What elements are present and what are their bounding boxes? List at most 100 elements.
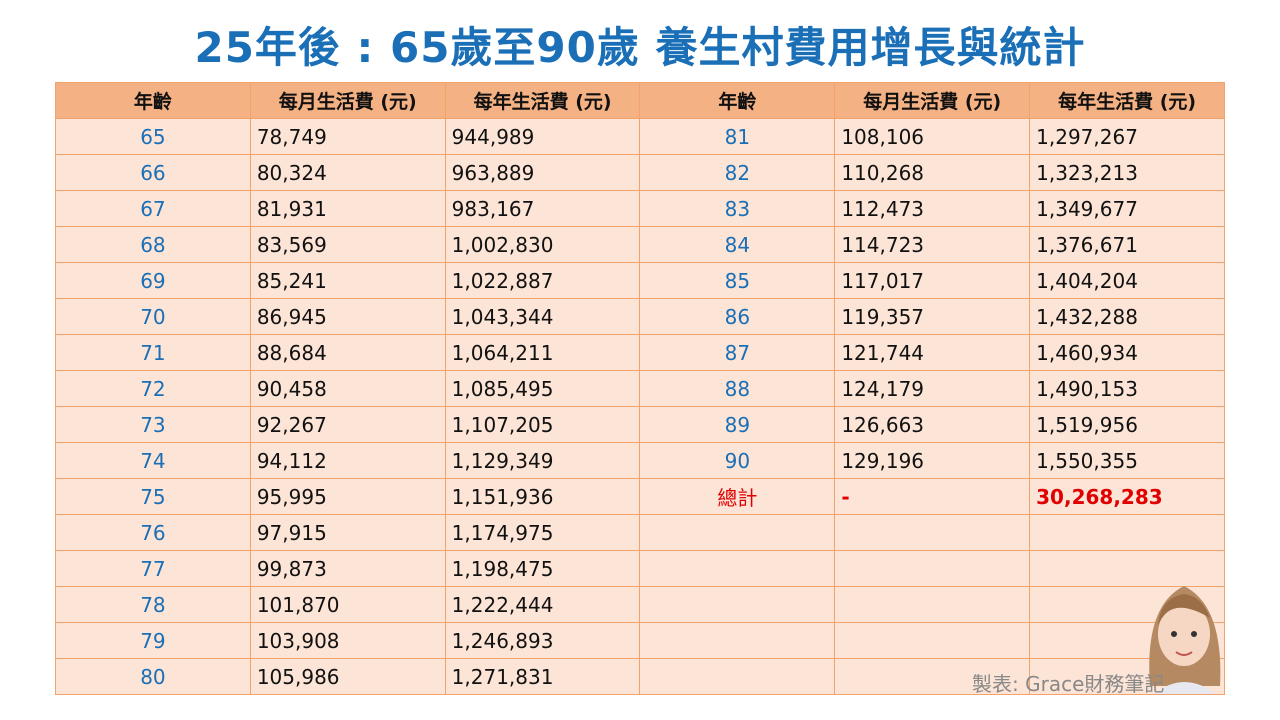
age-cell: 90 — [639, 442, 836, 479]
amount-cell: 1,432,288 — [1029, 298, 1225, 335]
table-row: 69 85,241 1,022,887 85 117,017 1,404,204 — [55, 262, 1225, 299]
age-cell: 89 — [639, 406, 836, 443]
total-label: 總計 — [639, 478, 836, 515]
amount-cell: 1,550,355 — [1029, 442, 1225, 479]
amount-cell: 86,945 — [249, 298, 446, 335]
amount-cell: 1,043,344 — [444, 298, 641, 335]
amount-cell: 124,179 — [834, 370, 1031, 407]
age-cell: 75 — [55, 478, 251, 515]
amount-cell: 1,222,444 — [444, 586, 641, 623]
empty-cell — [834, 514, 1031, 551]
amount-cell: 1,002,830 — [444, 226, 641, 263]
table-row: 71 88,684 1,064,211 87 121,744 1,460,934 — [55, 334, 1225, 371]
amount-cell: 963,889 — [444, 154, 641, 191]
header-cell: 每年生活費 (元) — [444, 82, 641, 119]
age-cell: 67 — [55, 190, 251, 227]
header-cell: 每月生活費 (元) — [249, 82, 446, 119]
table-row: 77 99,873 1,198,475 — [55, 550, 1225, 587]
amount-cell: 944,989 — [444, 118, 641, 155]
age-cell: 76 — [55, 514, 251, 551]
table-row: 66 80,324 963,889 82 110,268 1,323,213 — [55, 154, 1225, 191]
amount-cell: 1,064,211 — [444, 334, 641, 371]
amount-cell: 129,196 — [834, 442, 1031, 479]
amount-cell: 94,112 — [249, 442, 446, 479]
age-cell: 83 — [639, 190, 836, 227]
age-cell: 77 — [55, 550, 251, 587]
page-title: 25年後 : 65歲至90歲 養生村費用增長與統計 — [194, 23, 1086, 72]
age-cell: 79 — [55, 622, 251, 659]
amount-cell: 983,167 — [444, 190, 641, 227]
amount-cell: 78,749 — [249, 118, 446, 155]
amount-cell: 95,995 — [249, 478, 446, 515]
amount-cell: 1,490,153 — [1029, 370, 1225, 407]
avatar — [1149, 586, 1221, 694]
amount-cell: 117,017 — [834, 262, 1031, 299]
amount-cell: 1,022,887 — [444, 262, 641, 299]
empty-cell — [1029, 550, 1225, 587]
total-cell: 30,268,283 — [1029, 478, 1225, 515]
amount-cell: 121,744 — [834, 334, 1031, 371]
table-row: 73 92,267 1,107,205 89 126,663 1,519,956 — [55, 406, 1225, 443]
empty-cell — [1029, 514, 1225, 551]
age-cell: 84 — [639, 226, 836, 263]
header-cell: 年齡 — [639, 82, 836, 119]
header-cell: 每月生活費 (元) — [834, 82, 1031, 119]
amount-cell: 1,349,677 — [1029, 190, 1225, 227]
table-row: 78 101,870 1,222,444 — [55, 586, 1225, 623]
header-cell: 年齡 — [55, 82, 251, 119]
table-row: 79 103,908 1,246,893 — [55, 622, 1225, 659]
empty-cell — [639, 586, 836, 623]
cost-table: 年齡 每月生活費 (元) 每年生活費 (元) 年齡 每月生活費 (元) 每年生活費 (元)… — [55, 82, 1225, 695]
header-row: 年齡 每月生活費 (元) 每年生活費 (元) 年齡 每月生活費 (元) 每年生活費 (元) — [55, 82, 1225, 119]
amount-cell: 80,324 — [249, 154, 446, 191]
table-row: 65 78,749 944,989 81 108,106 1,297,267 — [55, 118, 1225, 155]
age-cell: 80 — [55, 658, 251, 695]
table-row: 67 81,931 983,167 83 112,473 1,349,677 — [55, 190, 1225, 227]
age-cell: 66 — [55, 154, 251, 191]
table-row: 75 95,995 1,151,936 總計 -30,268,283 — [55, 478, 1225, 515]
table-row: 72 90,458 1,085,495 88 124,179 1,490,153 — [55, 370, 1225, 407]
amount-cell: 1,404,204 — [1029, 262, 1225, 299]
empty-cell — [639, 514, 836, 551]
empty-cell — [834, 658, 1031, 695]
empty-cell — [834, 550, 1031, 587]
amount-cell: 1,460,934 — [1029, 334, 1225, 371]
amount-cell: 1,519,956 — [1029, 406, 1225, 443]
table-row: 76 97,915 1,174,975 — [55, 514, 1225, 551]
age-cell: 73 — [55, 406, 251, 443]
amount-cell: 90,458 — [249, 370, 446, 407]
table-row: 74 94,112 1,129,349 90 129,196 1,550,355 — [55, 442, 1225, 479]
amount-cell: 92,267 — [249, 406, 446, 443]
age-cell: 78 — [55, 586, 251, 623]
age-cell: 71 — [55, 334, 251, 371]
age-cell: 72 — [55, 370, 251, 407]
age-cell: 81 — [639, 118, 836, 155]
amount-cell: 81,931 — [249, 190, 446, 227]
age-cell: 88 — [639, 370, 836, 407]
age-cell: 86 — [639, 298, 836, 335]
amount-cell: 108,106 — [834, 118, 1031, 155]
empty-cell — [639, 622, 836, 659]
amount-cell: 1,129,349 — [444, 442, 641, 479]
amount-cell: 1,376,671 — [1029, 226, 1225, 263]
amount-cell: 1,107,205 — [444, 406, 641, 443]
amount-cell: 1,246,893 — [444, 622, 641, 659]
amount-cell: 1,323,213 — [1029, 154, 1225, 191]
empty-cell — [834, 622, 1031, 659]
table-row: 68 83,569 1,002,830 84 114,723 1,376,671 — [55, 226, 1225, 263]
empty-cell — [639, 550, 836, 587]
amount-cell: 112,473 — [834, 190, 1031, 227]
amount-cell: 1,271,831 — [444, 658, 641, 695]
amount-cell: 105,986 — [249, 658, 446, 695]
age-cell: 85 — [639, 262, 836, 299]
age-cell: 74 — [55, 442, 251, 479]
age-cell: 87 — [639, 334, 836, 371]
age-cell: 70 — [55, 298, 251, 335]
amount-cell: 103,908 — [249, 622, 446, 659]
empty-cell — [834, 586, 1031, 623]
amount-cell: 114,723 — [834, 226, 1031, 263]
age-cell: 69 — [55, 262, 251, 299]
empty-cell — [639, 658, 836, 695]
table-row: 70 86,945 1,043,344 86 119,357 1,432,288 — [55, 298, 1225, 335]
